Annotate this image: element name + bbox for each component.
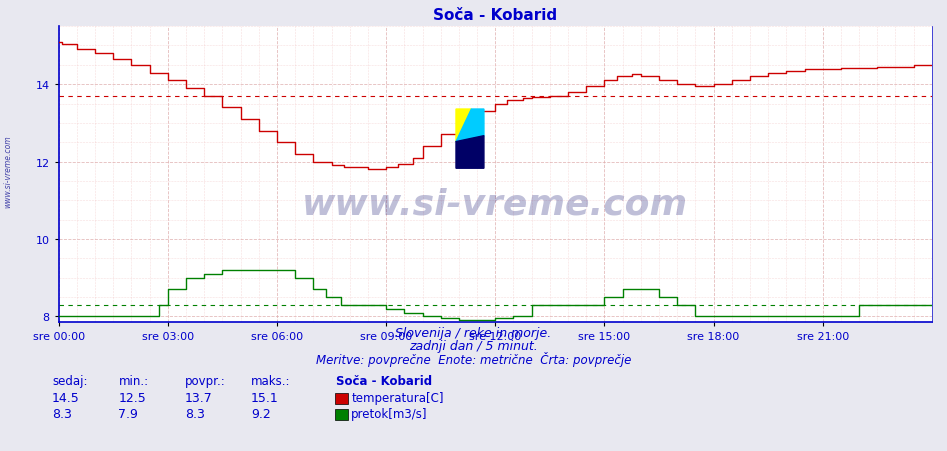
Text: 8.3: 8.3	[185, 407, 205, 420]
Polygon shape	[456, 136, 484, 169]
Polygon shape	[456, 110, 484, 142]
Text: Soča - Kobarid: Soča - Kobarid	[336, 374, 433, 387]
Text: temperatura[C]: temperatura[C]	[351, 391, 444, 405]
Text: maks.:: maks.:	[251, 374, 291, 387]
Text: povpr.:: povpr.:	[185, 374, 225, 387]
Text: 13.7: 13.7	[185, 391, 212, 405]
Text: Meritve: povprečne  Enote: metrične  Črta: povprečje: Meritve: povprečne Enote: metrične Črta:…	[315, 351, 632, 366]
Text: Slovenija / reke in morje.: Slovenija / reke in morje.	[396, 326, 551, 339]
Text: www.si-vreme.com: www.si-vreme.com	[3, 135, 12, 207]
Text: zadnji dan / 5 minut.: zadnji dan / 5 minut.	[409, 340, 538, 353]
Text: pretok[m3/s]: pretok[m3/s]	[351, 407, 428, 420]
Text: 15.1: 15.1	[251, 391, 278, 405]
Title: Soča - Kobarid: Soča - Kobarid	[433, 8, 558, 23]
Text: 9.2: 9.2	[251, 407, 271, 420]
Text: www.si-vreme.com: www.si-vreme.com	[302, 187, 688, 221]
Polygon shape	[456, 110, 472, 142]
Text: 8.3: 8.3	[52, 407, 72, 420]
Text: 12.5: 12.5	[118, 391, 146, 405]
Text: min.:: min.:	[118, 374, 149, 387]
Text: 14.5: 14.5	[52, 391, 80, 405]
Text: 7.9: 7.9	[118, 407, 138, 420]
Text: sedaj:: sedaj:	[52, 374, 87, 387]
